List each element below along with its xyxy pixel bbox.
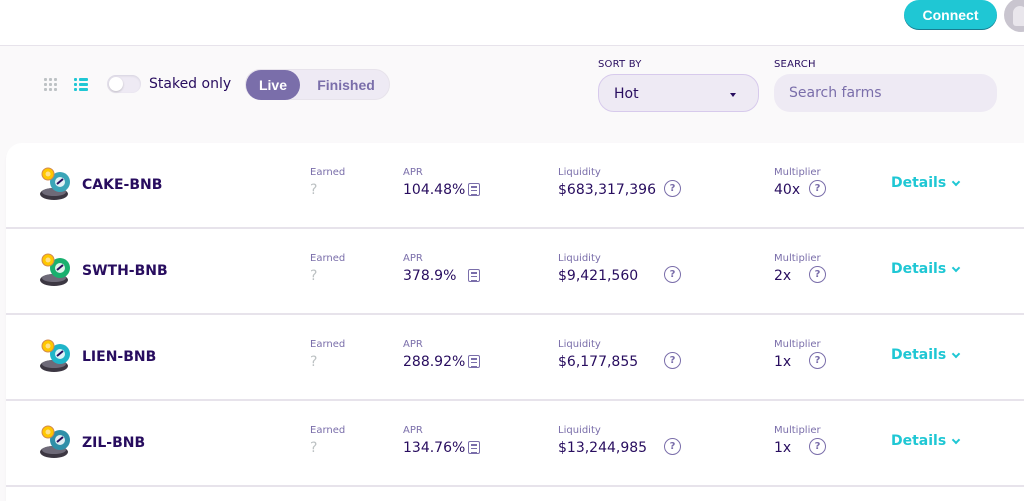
multiplier-label: Multiplier xyxy=(774,167,821,178)
details-label: Details xyxy=(891,347,947,363)
multiplier-value: 2x xyxy=(774,268,792,284)
liquidity-value: $13,244,985 xyxy=(558,440,648,456)
farm-pair-icon xyxy=(40,167,70,200)
multiplier-label: Multiplier xyxy=(774,253,821,264)
details-label: Details xyxy=(891,175,947,191)
help-circle-icon[interactable]: ? xyxy=(809,180,826,197)
liquidity-label: Liquidity xyxy=(558,425,601,436)
liquidity-label: Liquidity xyxy=(558,339,601,350)
calculator-icon[interactable] xyxy=(468,183,480,196)
liquidity-label: Liquidity xyxy=(558,167,601,178)
table-row[interactable]: LIEN-BNB Earned ? APR 288.92% Liquidity … xyxy=(6,315,1024,401)
table-row[interactable]: SWTH-BNB Earned ? APR 378.9% Liquidity $… xyxy=(6,229,1024,315)
details-button[interactable]: Details xyxy=(891,433,961,449)
multiplier-value: 1x xyxy=(774,354,792,370)
staked-only-toggle[interactable] xyxy=(107,75,141,93)
help-circle-icon[interactable]: ? xyxy=(809,352,826,369)
earned-label: Earned xyxy=(310,339,346,350)
help-circle-icon[interactable]: ? xyxy=(664,180,681,197)
earned-label: Earned xyxy=(310,425,346,436)
apr-value: 288.92% xyxy=(403,354,466,370)
earned-value: ? xyxy=(310,440,318,456)
calculator-icon[interactable] xyxy=(468,441,480,454)
farm-name: SWTH-BNB xyxy=(82,263,168,279)
multiplier-label: Multiplier xyxy=(774,339,821,350)
help-circle-icon[interactable]: ? xyxy=(809,266,826,283)
list-icon[interactable] xyxy=(74,78,88,92)
farm-pair-icon xyxy=(40,253,70,286)
farm-name: ZIL-BNB xyxy=(82,435,146,451)
apr-value: 378.9% xyxy=(403,268,457,284)
details-label: Details xyxy=(891,433,947,449)
farm-pair-icon xyxy=(40,339,70,372)
liquidity-value: $683,317,396 xyxy=(558,182,656,198)
apr-value: 134.76% xyxy=(403,440,466,456)
apr-label: APR xyxy=(403,339,423,350)
calculator-icon[interactable] xyxy=(468,355,480,368)
earned-value: ? xyxy=(310,354,318,370)
toggle-knob xyxy=(109,77,123,91)
top-bar: Connect xyxy=(0,0,1024,46)
grid-icon[interactable] xyxy=(44,78,58,92)
tab-finished[interactable]: Finished xyxy=(304,70,388,100)
multiplier-value: 1x xyxy=(774,440,792,456)
chevron-down-icon xyxy=(951,263,961,272)
table-row[interactable]: CAKE-BNB Earned ? APR 104.48% Liquidity … xyxy=(6,143,1024,229)
help-circle-icon[interactable]: ? xyxy=(664,352,681,369)
help-circle-icon[interactable]: ? xyxy=(664,266,681,283)
liquidity-value: $6,177,855 xyxy=(558,354,639,370)
staked-only-label: Staked only xyxy=(149,76,232,92)
details-button[interactable]: Details xyxy=(891,175,961,191)
multiplier-value: 40x xyxy=(774,182,801,198)
calculator-icon[interactable] xyxy=(468,269,480,282)
liquidity-value: $9,421,560 xyxy=(558,268,639,284)
farm-name: CAKE-BNB xyxy=(82,177,163,193)
tab-live[interactable]: Live xyxy=(246,70,300,100)
search-input[interactable] xyxy=(774,74,997,112)
details-button[interactable]: Details xyxy=(891,261,961,277)
earned-value: ? xyxy=(310,182,318,198)
apr-label: APR xyxy=(403,253,423,264)
farm-name: LIEN-BNB xyxy=(82,349,157,365)
apr-value: 104.48% xyxy=(403,182,466,198)
live-finished-switch: Live Finished xyxy=(245,69,390,100)
help-circle-icon[interactable]: ? xyxy=(664,438,681,455)
connect-wallet-button[interactable]: Connect xyxy=(904,0,997,30)
caret-down-icon xyxy=(730,93,736,97)
details-label: Details xyxy=(891,261,947,277)
chevron-down-icon xyxy=(951,177,961,186)
help-circle-icon[interactable]: ? xyxy=(809,438,826,455)
sort-select[interactable]: Hot xyxy=(598,74,759,112)
avatar[interactable] xyxy=(1004,0,1024,32)
chevron-down-icon xyxy=(951,349,961,358)
earned-label: Earned xyxy=(310,253,346,264)
farm-pair-icon xyxy=(40,425,70,458)
apr-label: APR xyxy=(403,425,423,436)
sort-value: Hot xyxy=(614,86,639,102)
apr-label: APR xyxy=(403,167,423,178)
table-row[interactable]: ZIL-BNB Earned ? APR 134.76% Liquidity $… xyxy=(6,401,1024,487)
details-button[interactable]: Details xyxy=(891,347,961,363)
sort-by-label: SORT BY xyxy=(598,59,642,70)
chevron-down-icon xyxy=(951,435,961,444)
liquidity-label: Liquidity xyxy=(558,253,601,264)
search-label: SEARCH xyxy=(774,59,816,70)
earned-value: ? xyxy=(310,268,318,284)
earned-label: Earned xyxy=(310,167,346,178)
farms-table: CAKE-BNB Earned ? APR 104.48% Liquidity … xyxy=(6,143,1024,501)
multiplier-label: Multiplier xyxy=(774,425,821,436)
